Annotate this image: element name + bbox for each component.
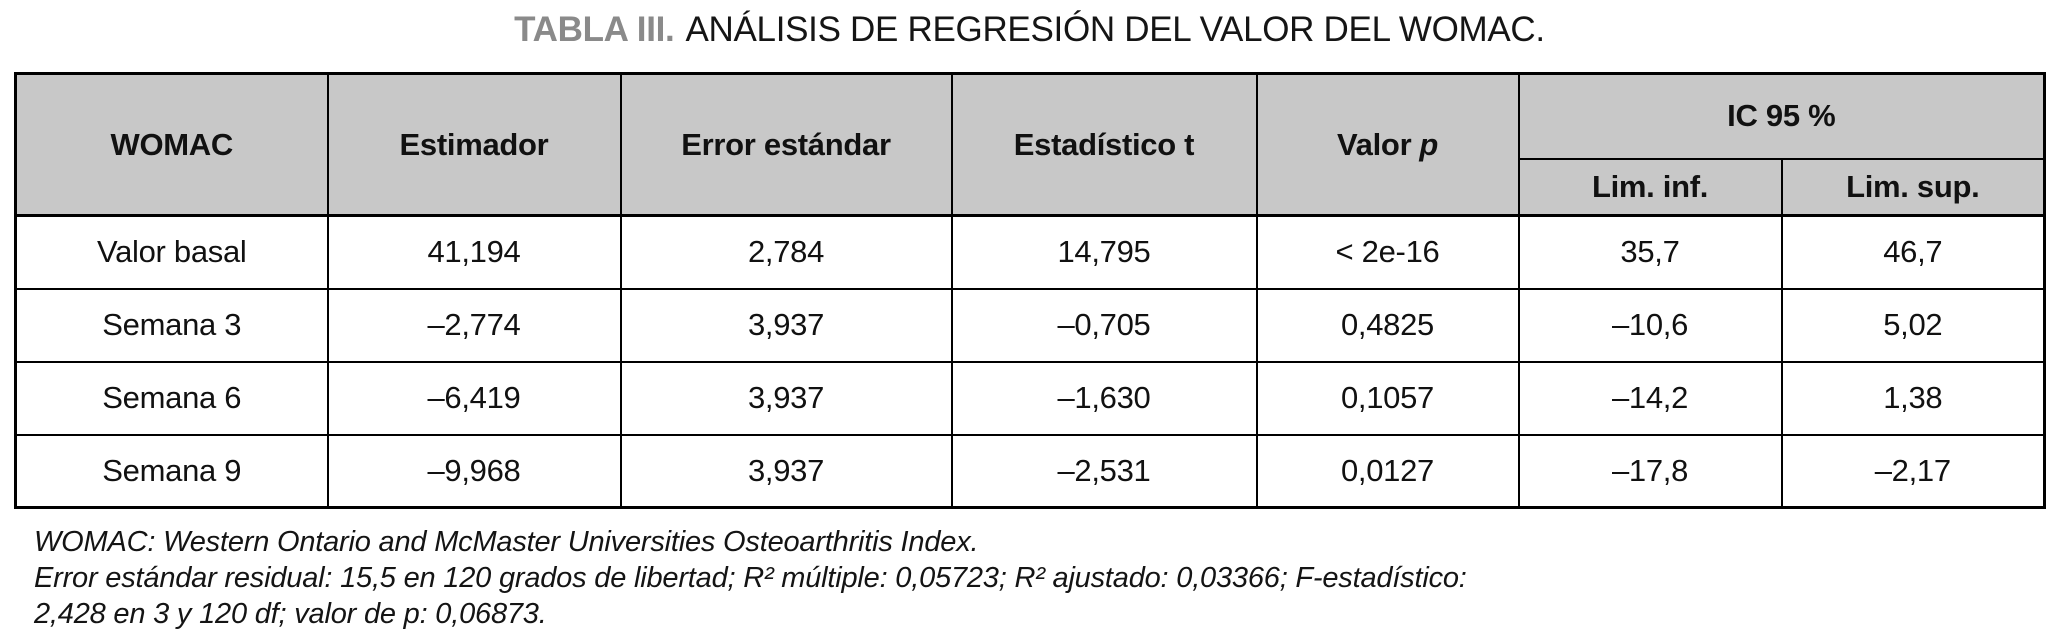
header-womac: WOMAC bbox=[14, 72, 329, 217]
cell-lim-sup: 1,38 bbox=[1780, 360, 2046, 436]
cell-estimador: –6,419 bbox=[326, 360, 622, 436]
table-row: Valor basal 41,194 2,784 14,795 < 2e-16 … bbox=[14, 214, 2046, 290]
cell-estimador: –2,774 bbox=[326, 287, 622, 363]
header-valor-p-prefix: Valor bbox=[1337, 126, 1412, 162]
cell-error-estandar: 3,937 bbox=[619, 433, 953, 509]
cell-valor-p: 0,4825 bbox=[1255, 287, 1520, 363]
cell-lim-inf: –17,8 bbox=[1517, 433, 1783, 509]
header-valor-p: Valor p bbox=[1255, 72, 1520, 217]
cell-row-label: Semana 6 bbox=[14, 360, 329, 436]
cell-estadistico-t: –0,705 bbox=[950, 287, 1258, 363]
footnote-line: 2,428 en 3 y 120 df; valor de p: 0,06873… bbox=[34, 598, 547, 630]
cell-lim-sup: 5,02 bbox=[1780, 287, 2046, 363]
cell-valor-p: < 2e-16 bbox=[1255, 214, 1520, 290]
cell-row-label: Valor basal bbox=[14, 214, 329, 290]
cell-lim-inf: 35,7 bbox=[1517, 214, 1783, 290]
footnote-line: WOMAC: Western Ontario and McMaster Univ… bbox=[34, 526, 979, 558]
table-title: TABLA III. ANÁLISIS DE REGRESIÓN DEL VALO… bbox=[0, 0, 2059, 50]
header-lim-sup: Lim. sup. bbox=[1780, 157, 2046, 217]
cell-estadistico-t: –1,630 bbox=[950, 360, 1258, 436]
footnote-line: Error estándar residual: 15,5 en 120 gra… bbox=[34, 562, 1467, 594]
header-estimador: Estimador bbox=[326, 72, 622, 217]
header-valor-p-symbol: p bbox=[1419, 126, 1438, 162]
cell-error-estandar: 2,784 bbox=[619, 214, 953, 290]
table-row: Semana 3 –2,774 3,937 –0,705 0,4825 –10,… bbox=[14, 287, 2046, 363]
regression-table: WOMAC Estimador Error estándar Estadísti… bbox=[14, 72, 2047, 509]
header-lim-inf: Lim. inf. bbox=[1517, 157, 1783, 217]
cell-lim-sup: 46,7 bbox=[1780, 214, 2046, 290]
table-body: Valor basal 41,194 2,784 14,795 < 2e-16 … bbox=[14, 214, 2046, 509]
cell-estimador: –9,968 bbox=[326, 433, 622, 509]
header-ic95: IC 95 % bbox=[1517, 72, 2046, 160]
cell-valor-p: 0,1057 bbox=[1255, 360, 1520, 436]
cell-lim-sup: –2,17 bbox=[1780, 433, 2046, 509]
table-number-label: TABLA III. bbox=[514, 10, 675, 49]
table-row: Semana 9 –9,968 3,937 –2,531 0,0127 –17,… bbox=[14, 433, 2046, 509]
cell-estadistico-t: 14,795 bbox=[950, 214, 1258, 290]
table-footnotes: WOMAC: Western Ontario and McMaster Univ… bbox=[34, 524, 2059, 632]
cell-error-estandar: 3,937 bbox=[619, 360, 953, 436]
cell-row-label: Semana 3 bbox=[14, 287, 329, 363]
table-title-text: ANÁLISIS DE REGRESIÓN DEL VALOR DEL WOMA… bbox=[685, 10, 1545, 49]
cell-estadistico-t: –2,531 bbox=[950, 433, 1258, 509]
header-estadistico-t: Estadístico t bbox=[950, 72, 1258, 217]
table-row: Semana 6 –6,419 3,937 –1,630 0,1057 –14,… bbox=[14, 360, 2046, 436]
cell-estimador: 41,194 bbox=[326, 214, 622, 290]
header-error-estandar: Error estándar bbox=[619, 72, 953, 217]
cell-error-estandar: 3,937 bbox=[619, 287, 953, 363]
cell-lim-inf: –14,2 bbox=[1517, 360, 1783, 436]
cell-lim-inf: –10,6 bbox=[1517, 287, 1783, 363]
cell-valor-p: 0,0127 bbox=[1255, 433, 1520, 509]
cell-row-label: Semana 9 bbox=[14, 433, 329, 509]
table-header: WOMAC Estimador Error estándar Estadísti… bbox=[14, 72, 2046, 217]
